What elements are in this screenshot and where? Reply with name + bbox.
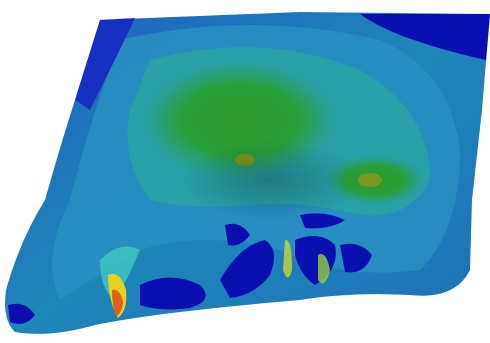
hot-zone: [112, 289, 123, 316]
hot-zone: [283, 239, 292, 278]
dark-zone: [340, 243, 372, 273]
shade: [180, 140, 360, 220]
dark-zone: [75, 18, 135, 110]
dark-zone: [360, 14, 490, 60]
dark-zone: [220, 240, 274, 298]
yellow-spot: [358, 173, 382, 187]
hot-zone: [318, 254, 330, 284]
dark-zone: [225, 223, 250, 246]
dark-zone: [140, 277, 206, 310]
dark-zone: [300, 213, 345, 229]
dark-zone: [8, 303, 35, 324]
